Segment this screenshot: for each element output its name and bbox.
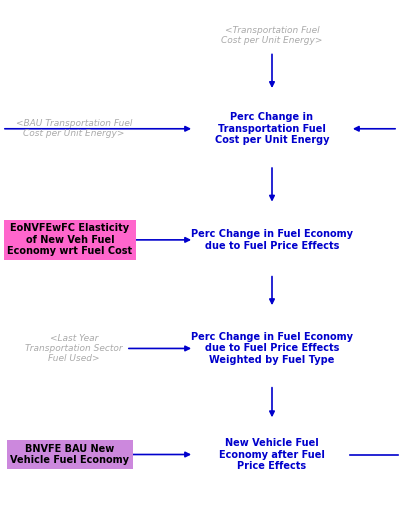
Text: Perc Change in Fuel Economy
due to Fuel Price Effects: Perc Change in Fuel Economy due to Fuel …: [191, 229, 353, 250]
Text: <BAU Transportation Fuel
Cost per Unit Energy>: <BAU Transportation Fuel Cost per Unit E…: [16, 119, 132, 138]
Text: Perc Change in Fuel Economy
due to Fuel Price Effects
Weighted by Fuel Type: Perc Change in Fuel Economy due to Fuel …: [191, 332, 353, 365]
Text: BNVFE BAU New
Vehicle Fuel Economy: BNVFE BAU New Vehicle Fuel Economy: [10, 444, 130, 465]
Text: EoNVFEwFC Elasticity
of New Veh Fuel
Economy wrt Fuel Cost: EoNVFEwFC Elasticity of New Veh Fuel Eco…: [8, 223, 132, 257]
Text: New Vehicle Fuel
Economy after Fuel
Price Effects: New Vehicle Fuel Economy after Fuel Pric…: [219, 438, 325, 471]
Text: Perc Change in
Transportation Fuel
Cost per Unit Energy: Perc Change in Transportation Fuel Cost …: [215, 112, 329, 145]
Text: <Transportation Fuel
Cost per Unit Energy>: <Transportation Fuel Cost per Unit Energ…: [221, 26, 323, 45]
Text: <Last Year
Transportation Sector
Fuel Used>: <Last Year Transportation Sector Fuel Us…: [25, 333, 123, 364]
